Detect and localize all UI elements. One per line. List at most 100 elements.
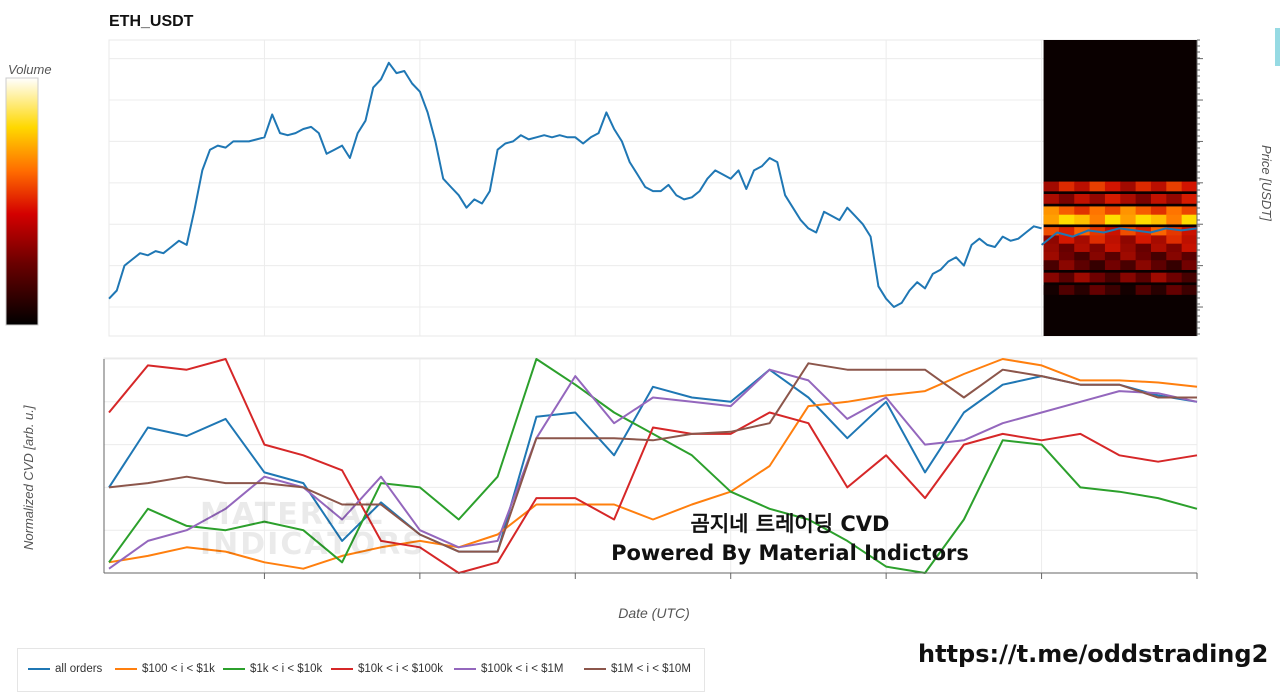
heatmap-cell: [1150, 251, 1167, 262]
heatmap-cell: [1104, 235, 1121, 246]
heatmap-cell: [1089, 181, 1106, 192]
heatmap-cell: [1166, 206, 1183, 217]
heatmap-cell: [1104, 243, 1121, 254]
x-axis-label: Date (UTC): [618, 605, 690, 621]
cvd-lines: [108, 358, 1198, 574]
colorbar-label: Volume: [8, 62, 52, 77]
heatmap-cell: [1104, 227, 1121, 237]
x-axis: [104, 572, 1198, 579]
cvd-series-line: [108, 358, 1198, 574]
cvd-axis-label: Normalized CVD [arb. u.]: [21, 405, 36, 550]
heatmap-cell: [1058, 206, 1075, 217]
price-projection-line: [1040, 227, 1198, 246]
heatmap-cell: [1120, 206, 1137, 217]
heatmap-cell: [1120, 285, 1137, 295]
heatmap-cell: [1074, 251, 1091, 262]
heatmap-cell: [1043, 214, 1060, 225]
heatmap-cell: [1150, 194, 1167, 204]
price-lines: [108, 61, 1198, 308]
legend-item[interactable]: $100 < i < $1k: [115, 663, 215, 675]
legend-item[interactable]: all orders: [28, 663, 102, 675]
heatmap-cell: [1150, 272, 1167, 283]
heatmap-cell: [1043, 260, 1060, 271]
heatmap-cell: [1150, 227, 1167, 237]
legend-swatch: [223, 667, 245, 670]
cvd-series-line: [108, 368, 1198, 570]
heatmap-cell: [1058, 214, 1075, 225]
heatmap-cell: [1150, 243, 1167, 254]
heatmap-cell: [1120, 194, 1137, 204]
heatmap-cell: [1058, 235, 1075, 246]
heatmap-cell: [1166, 260, 1183, 271]
legend-label: all orders: [55, 663, 103, 675]
heatmap-cell: [1058, 181, 1075, 192]
price-grid: [109, 40, 1197, 336]
heatmap-cell: [1166, 214, 1183, 225]
heatmap-cell: [1181, 243, 1198, 254]
heatmap-cell: [1181, 181, 1198, 192]
heatmap-cell: [1074, 194, 1091, 204]
heatmap-cell: [1104, 260, 1121, 271]
heatmap-cell: [1135, 285, 1152, 295]
heatmap-cell: [1104, 285, 1121, 295]
price-axis-label: Price [USDT]: [1259, 145, 1274, 221]
heatmap-cell: [1058, 251, 1075, 262]
heatmap-cell: [1150, 260, 1167, 271]
telegram-link[interactable]: https://t.me/oddstrading2: [918, 640, 1269, 668]
price-line: [108, 61, 1042, 308]
heatmap-cell: [1104, 181, 1121, 192]
heatmap-cell: [1089, 260, 1106, 271]
chart-title: ETH_USDT: [109, 13, 194, 30]
overlay-title: 곰지네 트레이딩 CVD: [690, 512, 890, 536]
heatmap-cell: [1058, 260, 1075, 271]
legend-item[interactable]: $1M < i < $10M: [584, 663, 691, 675]
heatmap-cell: [1074, 206, 1091, 217]
heatmap-cell: [1104, 251, 1121, 262]
heatmap-cell: [1043, 285, 1060, 295]
heatmap-cell: [1150, 181, 1167, 192]
heatmap-cell: [1181, 285, 1198, 295]
heatmap-cell: [1074, 235, 1091, 246]
heatmap-cell: [1043, 227, 1060, 237]
heatmap-cell: [1074, 260, 1091, 271]
colorbar: [5, 77, 39, 326]
heatmap-cell: [1120, 272, 1137, 283]
heatmap-cell: [1120, 235, 1137, 246]
heatmap-cell: [1135, 181, 1152, 192]
heatmap-cell: [1135, 214, 1152, 225]
legend-item[interactable]: $100k < i < $1M: [454, 663, 563, 675]
heatmap-cell: [1089, 272, 1106, 283]
heatmap-cell: [1181, 272, 1198, 283]
heatmap-cell: [1043, 251, 1060, 262]
overlay-subtitle: Powered By Material Indictors: [611, 541, 969, 565]
legend-label: $100 < i < $1k: [142, 663, 215, 675]
heatmap-cell: [1104, 272, 1121, 283]
heatmap-cell: [1181, 251, 1198, 262]
heatmap-cell: [1074, 181, 1091, 192]
cvd-series-line: [108, 362, 1197, 553]
heatmap-cell: [1089, 206, 1106, 217]
heatmap-cell: [1166, 194, 1183, 204]
heatmap-cell: [1104, 214, 1121, 225]
heatmap-cell: [1181, 227, 1198, 237]
legend-item[interactable]: $10k < i < $100k: [331, 663, 443, 675]
heatmap-cell: [1135, 243, 1152, 254]
heatmap-cell: [1043, 235, 1060, 246]
legend-label: $1k < i < $10k: [250, 663, 323, 675]
heatmap-cell: [1135, 272, 1152, 283]
legend-label: $100k < i < $1M: [481, 663, 564, 675]
heatmap-cell: [1181, 194, 1198, 204]
heatmap-cell: [1135, 235, 1152, 246]
legend-swatch: [115, 667, 137, 670]
heatmap-cell: [1043, 272, 1060, 283]
price-panel: [108, 39, 1198, 337]
legend: all orders $100 < i < $1k $1k < i < $10k $1…: [17, 648, 705, 692]
cvd-series-line: [108, 358, 1198, 574]
heatmap-cell: [1166, 251, 1183, 262]
heatmap-cell: [1150, 235, 1167, 246]
heatmap-cell: [1058, 227, 1075, 237]
heatmap-cell: [1043, 206, 1060, 217]
heatmap-cell: [1135, 206, 1152, 217]
heatmap-cell: [1074, 285, 1091, 295]
legend-item[interactable]: $1k < i < $10k: [223, 663, 322, 675]
